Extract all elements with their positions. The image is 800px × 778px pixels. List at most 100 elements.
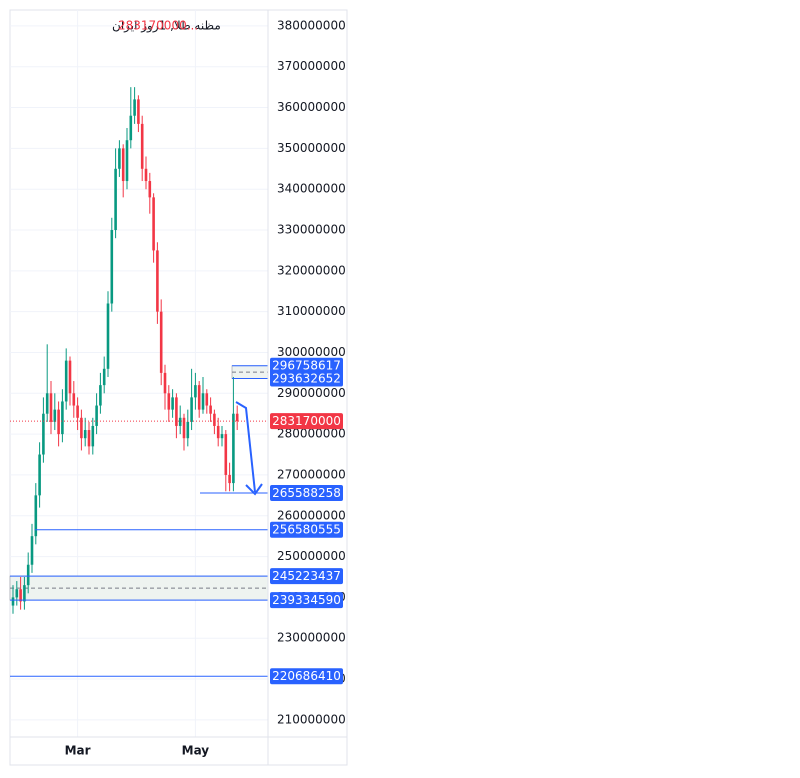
candle-body xyxy=(171,397,174,410)
price-label-box xyxy=(270,370,343,387)
price-label-box xyxy=(270,521,343,538)
price-label: 256580555 xyxy=(272,523,341,537)
candle-body xyxy=(121,148,125,182)
candle-body xyxy=(64,360,68,402)
candle-body xyxy=(118,148,121,169)
candle-body xyxy=(72,393,76,406)
candle-body xyxy=(140,123,144,169)
arrow xyxy=(235,401,263,496)
candle-body xyxy=(15,589,19,598)
candle-body xyxy=(23,585,26,602)
price-label-box xyxy=(270,413,343,430)
candle-body xyxy=(175,397,178,426)
price-axis: 2100000002200000002300000002400000002500… xyxy=(65,18,346,757)
candle-body xyxy=(87,430,91,447)
candle-body xyxy=(26,564,30,586)
x-tick-label: May xyxy=(182,744,210,758)
y-tick-label: 320000000 xyxy=(277,263,346,277)
candle-body xyxy=(144,168,148,182)
candle-body xyxy=(95,405,98,426)
candle-body xyxy=(106,303,110,369)
price-label: 239334590 xyxy=(272,593,341,607)
candle-body xyxy=(99,385,102,406)
y-tick-label: 340000000 xyxy=(277,182,346,196)
price-label: 265588258 xyxy=(272,486,341,500)
candle-body xyxy=(80,417,83,439)
candle-body xyxy=(76,405,79,418)
candle-body xyxy=(137,99,140,124)
price-label-box xyxy=(270,568,343,585)
y-tick-label: 250000000 xyxy=(277,549,346,563)
candle-body xyxy=(125,140,129,182)
candle-body xyxy=(110,230,114,304)
candle-body xyxy=(152,197,155,251)
candle-body xyxy=(53,409,57,422)
candle-body xyxy=(91,425,95,447)
candle-body xyxy=(114,168,117,231)
candle-body xyxy=(178,417,182,426)
y-tick-label: 270000000 xyxy=(277,467,346,481)
candle-body xyxy=(209,405,212,414)
y-tick-label: 310000000 xyxy=(277,304,346,318)
candle-body xyxy=(220,434,224,439)
price-label: 283170000 xyxy=(272,414,341,428)
price-label: 220686410 xyxy=(272,669,341,683)
candle-body xyxy=(38,454,41,496)
y-tick-label: 380000000 xyxy=(277,18,346,32)
candle-body xyxy=(213,413,216,426)
candle-body xyxy=(163,372,167,394)
candle-body xyxy=(159,311,163,373)
y-tick-label: 210000000 xyxy=(277,712,346,726)
candle-body xyxy=(182,417,186,439)
candle-body xyxy=(148,181,152,198)
plot xyxy=(9,87,269,677)
candle-body xyxy=(57,409,60,435)
candle-body xyxy=(49,393,53,422)
y-tick-label: 230000000 xyxy=(277,631,346,645)
candle-body xyxy=(34,495,38,537)
candle-body xyxy=(205,393,209,406)
candle-body xyxy=(68,360,72,394)
candle-body xyxy=(194,385,197,398)
candle-body xyxy=(156,250,159,312)
candle-body xyxy=(83,430,87,439)
candle-body xyxy=(228,474,231,484)
price-label: 245223437 xyxy=(272,569,341,583)
candle-body xyxy=(224,434,228,475)
y-tick-label: 280000000 xyxy=(277,427,346,441)
price-label-box xyxy=(270,668,343,685)
price-label: 296758617 xyxy=(272,359,341,373)
candle-body xyxy=(19,589,22,602)
candle-body xyxy=(133,99,136,116)
price-label: 293632652 xyxy=(272,371,341,385)
candle-body xyxy=(197,385,201,410)
y-tick-label: 260000000 xyxy=(277,508,346,522)
candle-body xyxy=(167,393,171,410)
candle-body xyxy=(30,536,34,565)
price-label-box xyxy=(270,484,343,501)
candle-body xyxy=(61,401,64,435)
candle-body xyxy=(102,368,106,386)
y-tick-label: 350000000 xyxy=(277,141,346,155)
x-tick-label: Mar xyxy=(65,744,91,758)
candle-body xyxy=(11,597,15,606)
y-tick-label: 360000000 xyxy=(277,100,346,114)
candle-body xyxy=(235,413,239,422)
candle-body xyxy=(201,393,205,410)
price-label-box xyxy=(270,357,343,374)
y-tick-label: 300000000 xyxy=(277,345,346,359)
candle-body xyxy=(186,421,190,439)
candle-body xyxy=(129,115,133,141)
y-tick-label: 330000000 xyxy=(277,223,346,237)
candle-body xyxy=(45,393,49,414)
last-price: 283170000... xyxy=(118,19,198,33)
y-tick-label: 370000000 xyxy=(277,59,346,73)
candle-body xyxy=(42,413,45,455)
price-label-box xyxy=(270,592,343,609)
candle-body xyxy=(232,413,235,484)
candle-body xyxy=(216,425,220,439)
y-tick-label: 290000000 xyxy=(277,386,346,400)
symbol-title: مظنه طلا, 1روز ایران xyxy=(112,19,221,34)
candle-body xyxy=(190,397,193,422)
